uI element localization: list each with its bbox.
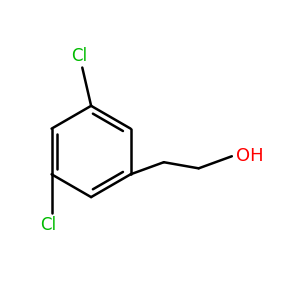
Text: OH: OH	[236, 147, 264, 165]
Text: Cl: Cl	[40, 215, 57, 233]
Text: Cl: Cl	[71, 47, 87, 65]
